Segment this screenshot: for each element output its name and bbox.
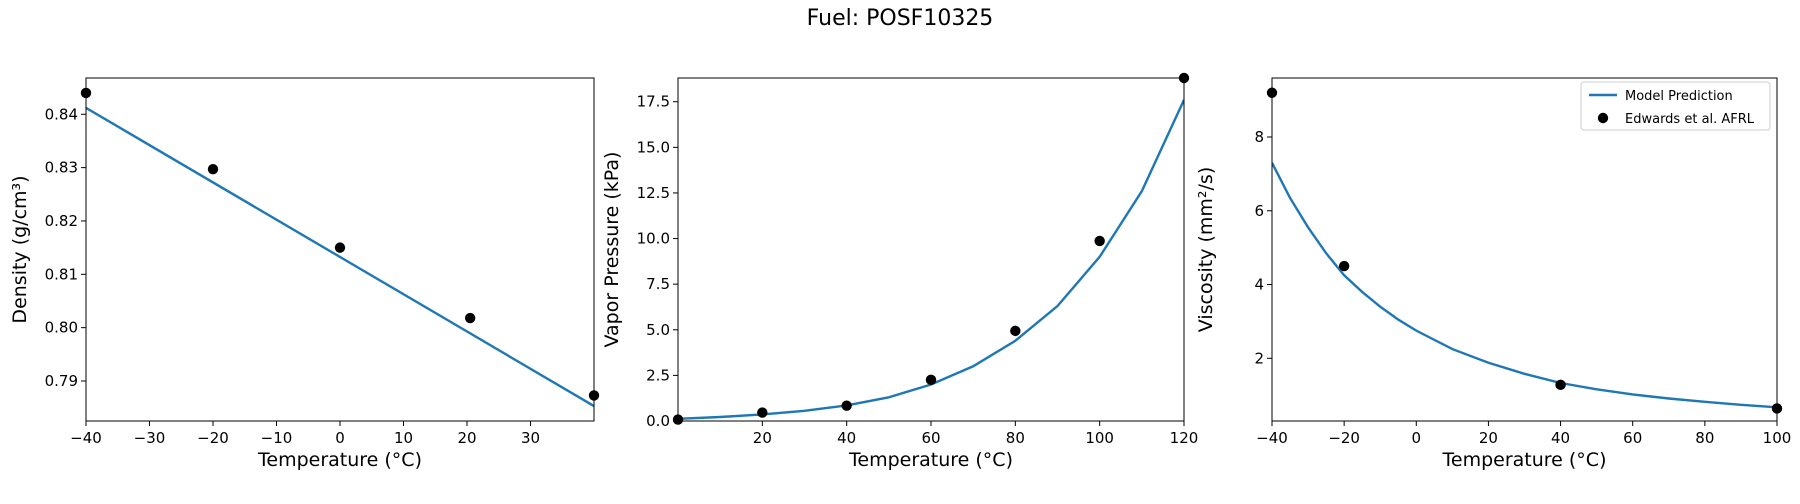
y-tick-label: 2: [1254, 349, 1264, 367]
x-tick-label: −10: [261, 429, 293, 447]
y-tick-label: 7.5: [646, 275, 670, 293]
axes-frame: [1271, 77, 1778, 422]
x-tick-label: 120: [1170, 429, 1199, 447]
x-tick-label: 60: [921, 429, 940, 447]
data-point: [841, 400, 852, 411]
x-tick-label: 20: [753, 429, 772, 447]
y-tick-label: 8: [1254, 128, 1264, 146]
x-tick-label: −20: [197, 429, 229, 447]
x-tick-label: −40: [1256, 429, 1288, 447]
y-tick-label: 5.0: [646, 321, 670, 339]
x-tick-label: −40: [70, 429, 102, 447]
legend-box: [1580, 81, 1771, 131]
y-tick-label: 0.81: [45, 265, 78, 283]
figure-title: Fuel: POSF10325: [806, 6, 994, 31]
data-point: [1338, 260, 1350, 272]
x-tick-label: 80: [1006, 429, 1025, 447]
y-tick-label: 0.0: [646, 412, 670, 430]
y-tick-label: 10.0: [637, 230, 670, 248]
data-point: [1010, 325, 1021, 337]
axes-frame: [677, 77, 1185, 422]
x-tick-label: 40: [1551, 429, 1570, 447]
axes-frame: [85, 77, 595, 422]
y-tick-label: 6: [1254, 202, 1264, 220]
legend-label-model: Model Prediction: [1625, 89, 1733, 104]
legend-label-data: Edwards et al. AFRL: [1625, 112, 1755, 127]
y-tick-label: 15.0: [637, 138, 670, 156]
y-axis-label: Density (g/cm³): [9, 175, 31, 323]
chart-panel-2: 20 40 60 80 100 120 0.0 2.5 5.0 7.5 10.0 12.5 15.0 17…: [601, 72, 1199, 471]
y-axis-label: Vapor Pressure (kPa): [601, 152, 623, 348]
data-point: [925, 374, 937, 385]
model-prediction-line: [1272, 162, 1777, 409]
y-tick-label: 0.79: [45, 372, 78, 390]
x-tick-label: 0: [1412, 429, 1422, 447]
x-axis-label: Temperature (°C): [1442, 449, 1607, 471]
legend-point-swatch: [1597, 112, 1609, 124]
y-tick-label: 17.5: [637, 93, 670, 111]
x-tick-label: 10: [394, 429, 413, 447]
y-tick-label: 0.82: [45, 212, 78, 230]
y-axis-label: Viscosity (mm²/s): [1195, 167, 1217, 333]
y-tick-label: 0.80: [45, 319, 78, 337]
y-tick-label: 2.5: [646, 366, 670, 384]
chart-panel-3: −40 −20 0 20 40 60 80 100 2 4 6 8 Temperature (°C) Vi…: [1195, 77, 1792, 471]
chart-panel-1: −40 −30 −20 −10 0 10 20 30 0.79 0.80 0.81 0.82 0.83 0…: [9, 77, 600, 471]
x-tick-label: 40: [837, 429, 856, 447]
x-tick-label: −20: [1328, 429, 1360, 447]
y-tick-label: 0.84: [45, 105, 78, 123]
data-point: [334, 242, 346, 253]
model-prediction-line: [86, 106, 594, 408]
data-point: [207, 164, 219, 175]
x-tick-label: −30: [134, 429, 166, 447]
x-tick-label: 100: [1085, 429, 1114, 447]
x-tick-label: 60: [1623, 429, 1642, 447]
x-tick-label: 80: [1695, 429, 1714, 447]
data-point: [757, 407, 768, 418]
data-point: [1094, 235, 1105, 247]
x-tick-label: 0: [335, 429, 345, 447]
x-tick-label: 30: [521, 429, 540, 447]
data-point: [464, 312, 476, 324]
x-tick-label: 20: [457, 429, 476, 447]
y-tick-label: 12.5: [637, 184, 670, 202]
x-tick-label: 20: [1479, 429, 1498, 447]
model-prediction-line: [678, 99, 1184, 421]
y-tick-label: 0.83: [45, 159, 78, 177]
data-point: [1555, 379, 1566, 391]
x-axis-label: Temperature (°C): [848, 449, 1013, 471]
x-axis-label: Temperature (°C): [257, 449, 422, 471]
x-tick-label: 100: [1763, 429, 1792, 447]
y-tick-label: 4: [1254, 276, 1264, 294]
legend: Model Prediction Edwards et al. AFRL: [1580, 81, 1771, 131]
